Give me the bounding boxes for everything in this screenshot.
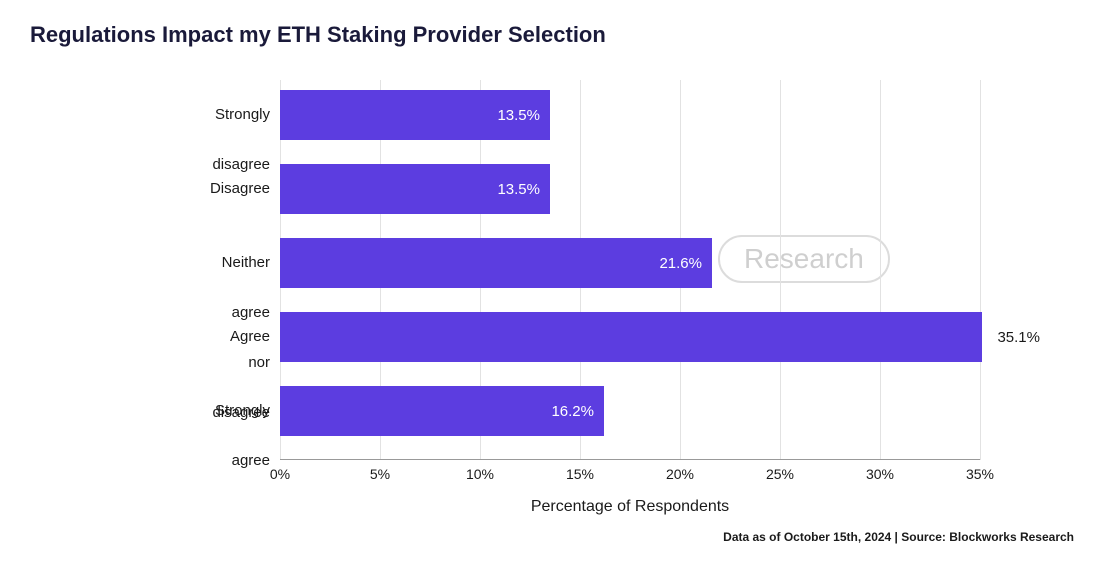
y-category-label: Disagree [210,164,270,214]
bar-row: 35.1% [280,312,982,362]
plot-area: Blockworks Research Strongly disagree13.… [280,80,980,460]
bar: 13.5% [280,164,550,214]
bar-row: 13.5% [280,164,550,214]
y-category-label: Agree [230,312,270,362]
x-tick-label: 0% [270,466,290,482]
gridline [780,80,781,460]
x-tick-label: 30% [866,466,894,482]
bar-row: 13.5% [280,90,550,140]
bar-value-label: 35.1% [997,329,1040,346]
x-tick-label: 25% [766,466,794,482]
gridline [980,80,981,460]
watermark-pill: Research [718,235,890,283]
x-tick-label: 35% [966,466,994,482]
bar: 21.6% [280,238,712,288]
x-axis-label: Percentage of Respondents [531,498,729,516]
bar-value-label: 13.5% [497,181,540,198]
bar-row: 16.2% [280,386,604,436]
bar-value-label: 16.2% [551,403,594,420]
bar-value-label: 21.6% [659,255,702,272]
bar: 13.5% [280,90,550,140]
chart-title: Regulations Impact my ETH Staking Provid… [30,22,606,48]
y-category-label: Neither agree nor disagree [212,238,270,288]
bar-row: 21.6% [280,238,712,288]
y-category-label: Strongly agree [215,386,270,436]
gridline [880,80,881,460]
x-axis-line [280,459,980,460]
bar: 16.2% [280,386,604,436]
bar-value-label: 13.5% [497,107,540,124]
bar: 35.1% [280,312,982,362]
x-tick-label: 15% [566,466,594,482]
x-tick-label: 5% [370,466,390,482]
chart-footer: Data as of October 15th, 2024 | Source: … [723,530,1074,544]
y-category-label: Strongly disagree [212,90,270,140]
x-tick-label: 20% [666,466,694,482]
x-tick-label: 10% [466,466,494,482]
